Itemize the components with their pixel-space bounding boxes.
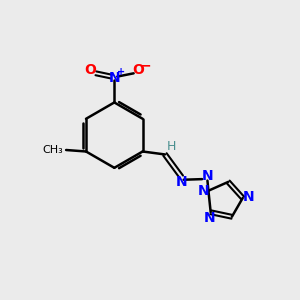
Text: N: N [109,71,120,85]
Text: N: N [201,169,213,183]
Text: +: + [117,67,125,77]
Text: −: − [140,58,152,72]
Text: O: O [85,63,97,77]
Text: CH₃: CH₃ [42,145,63,155]
Text: N: N [176,175,187,189]
Text: N: N [197,184,209,198]
Text: H: H [167,140,176,153]
Text: N: N [243,190,254,203]
Text: O: O [132,63,144,77]
Text: N: N [203,211,215,225]
